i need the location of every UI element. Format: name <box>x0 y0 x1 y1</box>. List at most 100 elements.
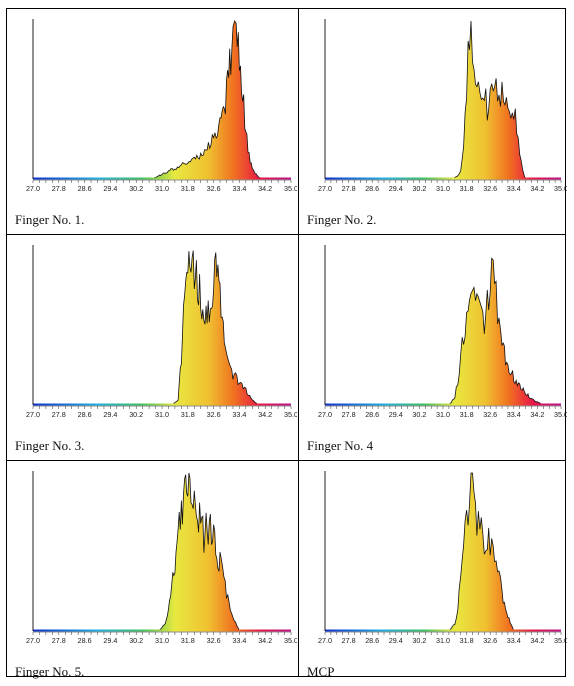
x-tick-label: 32.6 <box>483 410 497 419</box>
panel-caption-6: MCP <box>307 664 335 679</box>
x-tick-label: 29.4 <box>389 184 403 193</box>
x-tick-label: 29.4 <box>389 410 403 419</box>
x-tick-label: 32.6 <box>483 636 497 645</box>
x-tick-label: 33.4 <box>507 184 521 193</box>
x-tick-label: 27.0 <box>318 184 332 193</box>
x-tick-label: 30.2 <box>129 184 143 193</box>
x-tick-label: 27.0 <box>26 410 40 419</box>
x-tick-label: 27.0 <box>318 410 332 419</box>
x-tick-label: 30.2 <box>129 410 143 419</box>
color-scale-baseline <box>325 403 561 406</box>
x-tick-label: 34.2 <box>258 410 272 419</box>
x-tick-label: 33.4 <box>232 410 246 419</box>
x-tick-label: 35.0 <box>554 184 567 193</box>
x-tick-label: 30.2 <box>412 636 426 645</box>
color-scale-baseline <box>325 629 561 632</box>
histogram-panel-4: 27.0 27.8 28.6 29.4 30.2 31.0 31.8 32.6 33.4 34.2… <box>299 235 574 460</box>
x-tick-label: 33.4 <box>232 184 246 193</box>
histogram-area <box>33 472 291 632</box>
histogram-chart-5: 27.0 27.8 28.6 29.4 30.2 31.0 31.8 32.6 33.4 34.2… <box>26 471 297 645</box>
histogram-chart-1: 27.0 27.8 28.6 29.4 30.2 31.0 31.8 32.6 33.4 34.2… <box>26 19 297 193</box>
x-tick-label: 27.0 <box>26 636 40 645</box>
x-tick-label: 35.0 <box>284 410 297 419</box>
x-tick-label: 31.8 <box>181 636 195 645</box>
x-tick-label: 27.8 <box>52 410 66 419</box>
x-tick-label: 30.2 <box>129 636 143 645</box>
histogram-panel-1: 27.0 27.8 28.6 29.4 30.2 31.0 31.8 32.6 33.4 34.2… <box>7 9 297 234</box>
x-tick-label: 31.0 <box>155 410 169 419</box>
x-tick-label: 28.6 <box>365 410 379 419</box>
histogram-chart-4: 27.0 27.8 28.6 29.4 30.2 31.0 31.8 32.6 33.4 34.2… <box>318 245 567 419</box>
x-tick-label: 35.0 <box>554 636 567 645</box>
x-tick-label: 28.6 <box>78 636 92 645</box>
x-tick-label: 31.8 <box>460 410 474 419</box>
x-tick-label: 31.8 <box>460 184 474 193</box>
grid-vertical-divider <box>298 9 299 676</box>
histogram-chart-6: 27.0 27.8 28.6 29.4 30.2 31.0 31.8 32.6 33.4 34.2… <box>318 471 567 645</box>
x-tick-label: 29.4 <box>103 636 117 645</box>
x-tick-label: 30.2 <box>412 184 426 193</box>
x-tick-label: 31.0 <box>436 636 450 645</box>
x-tick-label: 33.4 <box>507 636 521 645</box>
x-tick-label: 31.8 <box>460 636 474 645</box>
x-tick-label: 28.6 <box>78 410 92 419</box>
x-tick-label: 34.2 <box>530 184 544 193</box>
x-tick-label: 31.0 <box>436 410 450 419</box>
x-tick-label: 34.2 <box>530 636 544 645</box>
histogram-area <box>33 250 291 406</box>
x-tick-label: 30.2 <box>412 410 426 419</box>
x-tick-label: 31.0 <box>155 184 169 193</box>
panel-caption-5: Finger No. 5. <box>15 664 85 679</box>
panel-caption-1: Finger No. 1. <box>15 212 85 227</box>
color-scale-baseline <box>325 177 561 180</box>
x-tick-label: 34.2 <box>530 410 544 419</box>
histogram-area <box>325 20 561 180</box>
x-tick-label: 29.4 <box>103 184 117 193</box>
x-tick-label: 27.8 <box>342 410 356 419</box>
x-tick-label: 35.0 <box>284 636 297 645</box>
x-tick-label: 33.4 <box>232 636 246 645</box>
panel-caption-3: Finger No. 3. <box>15 438 85 453</box>
color-scale-baseline <box>33 629 291 632</box>
x-tick-label: 27.8 <box>342 184 356 193</box>
histogram-chart-3: 27.0 27.8 28.6 29.4 30.2 31.0 31.8 32.6 33.4 34.2… <box>26 245 297 419</box>
panel-caption-2: Finger No. 2. <box>307 212 377 227</box>
x-tick-label: 27.8 <box>52 184 66 193</box>
histogram-area <box>33 20 291 180</box>
histogram-panel-5: 27.0 27.8 28.6 29.4 30.2 31.0 31.8 32.6 33.4 34.2… <box>7 461 297 686</box>
x-tick-label: 32.6 <box>483 184 497 193</box>
histogram-panel-2: 27.0 27.8 28.6 29.4 30.2 31.0 31.8 32.6 33.4 34.2… <box>299 9 574 234</box>
x-tick-label: 32.6 <box>207 410 221 419</box>
histogram-panel-6: 27.0 27.8 28.6 29.4 30.2 31.0 31.8 32.6 33.4 34.2… <box>299 461 574 686</box>
histogram-area <box>325 257 561 406</box>
x-tick-label: 27.0 <box>318 636 332 645</box>
histogram-chart-2: 27.0 27.8 28.6 29.4 30.2 31.0 31.8 32.6 33.4 34.2… <box>318 19 567 193</box>
x-tick-label: 32.6 <box>207 184 221 193</box>
grid-divider-2 <box>7 460 565 461</box>
histogram-area <box>325 472 561 632</box>
x-tick-label: 33.4 <box>507 410 521 419</box>
x-tick-label: 31.0 <box>436 184 450 193</box>
x-tick-label: 31.0 <box>155 636 169 645</box>
panel-caption-4: Finger No. 4 <box>307 438 374 453</box>
x-tick-label: 27.0 <box>26 184 40 193</box>
x-tick-label: 29.4 <box>389 636 403 645</box>
x-tick-label: 27.8 <box>52 636 66 645</box>
x-tick-label: 35.0 <box>554 410 567 419</box>
x-tick-label: 28.6 <box>365 636 379 645</box>
x-tick-label: 32.6 <box>207 636 221 645</box>
x-tick-label: 27.8 <box>342 636 356 645</box>
grid-divider-1 <box>7 234 565 235</box>
x-tick-label: 31.8 <box>181 184 195 193</box>
x-tick-label: 29.4 <box>103 410 117 419</box>
color-scale-baseline <box>33 177 291 180</box>
x-tick-label: 28.6 <box>365 184 379 193</box>
figure-grid: 27.0 27.8 28.6 29.4 30.2 31.0 31.8 32.6 33.4 34.2… <box>6 8 567 679</box>
histogram-panel-3: 27.0 27.8 28.6 29.4 30.2 31.0 31.8 32.6 33.4 34.2… <box>7 235 297 460</box>
x-tick-label: 34.2 <box>258 184 272 193</box>
x-tick-label: 28.6 <box>78 184 92 193</box>
color-scale-baseline <box>33 403 291 406</box>
x-tick-label: 35.0 <box>284 184 297 193</box>
x-tick-label: 34.2 <box>258 636 272 645</box>
x-tick-label: 31.8 <box>181 410 195 419</box>
